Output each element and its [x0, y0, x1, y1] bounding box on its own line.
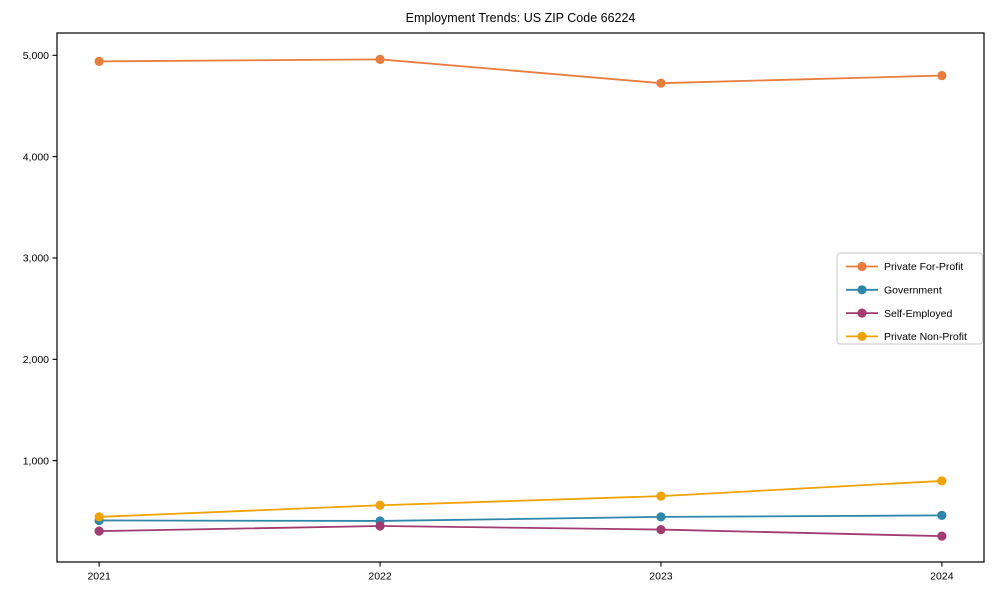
- data-point-marker: [656, 512, 666, 522]
- legend-marker-dot: [857, 331, 867, 341]
- data-point-marker: [656, 524, 666, 535]
- x-tick-label: 2023: [649, 571, 673, 583]
- data-point-marker: [937, 476, 947, 486]
- data-point-marker: [937, 531, 947, 541]
- legend-label: Private For-Profit: [884, 261, 963, 273]
- y-tick-label: 5,000: [23, 50, 49, 62]
- legend-box: [836, 252, 983, 345]
- x-tick-label: 2022: [368, 571, 392, 583]
- series-line-government: [99, 514, 942, 522]
- data-point-marker: [375, 521, 385, 531]
- data-point-marker: [375, 54, 385, 64]
- series-line-private-for-profit: [99, 58, 942, 85]
- legend-marker-dot: [857, 308, 867, 318]
- y-tick-label: 3,000: [23, 253, 49, 265]
- chart-title: Employment Trends: US ZIP Code 66224: [405, 11, 636, 25]
- series-line-private-non-profit: [99, 480, 942, 518]
- data-point-marker: [656, 78, 666, 88]
- series-line-self-employed: [99, 525, 942, 538]
- data-point-marker: [94, 526, 104, 536]
- x-tick-label: 2021: [87, 571, 111, 583]
- legend-marker-dot: [857, 261, 867, 272]
- legend-marker-dot: [857, 285, 867, 295]
- plot-frame: [56, 32, 985, 563]
- x-tick-label: 2024: [930, 571, 954, 583]
- data-point-marker: [94, 512, 104, 522]
- y-tick-label: 1,000: [23, 455, 49, 467]
- data-point-marker: [937, 70, 947, 81]
- y-tick-label: 2,000: [23, 354, 49, 366]
- y-tick-label: 4,000: [23, 151, 49, 163]
- legend-label: Government: [884, 285, 942, 297]
- data-point-marker: [375, 500, 385, 510]
- data-point-marker: [94, 56, 104, 66]
- legend-label: Self-Employed: [884, 308, 952, 320]
- legend-label: Private Non-Profit: [884, 331, 967, 343]
- data-point-marker: [656, 491, 666, 501]
- data-point-marker: [937, 510, 947, 520]
